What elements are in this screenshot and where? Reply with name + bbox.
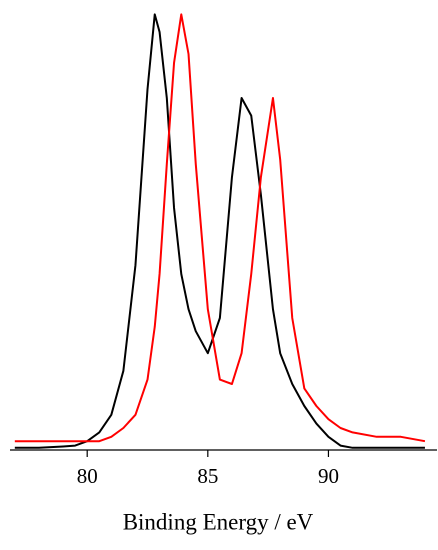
- x-tick-label: 85: [197, 464, 218, 488]
- x-tick-label: 90: [318, 464, 339, 488]
- spectrum-line: [14, 13, 426, 443]
- x-tick-label: 80: [77, 464, 98, 488]
- x-axis-label: Binding Energy / eV: [123, 509, 314, 534]
- spectrum-line: [14, 13, 425, 449]
